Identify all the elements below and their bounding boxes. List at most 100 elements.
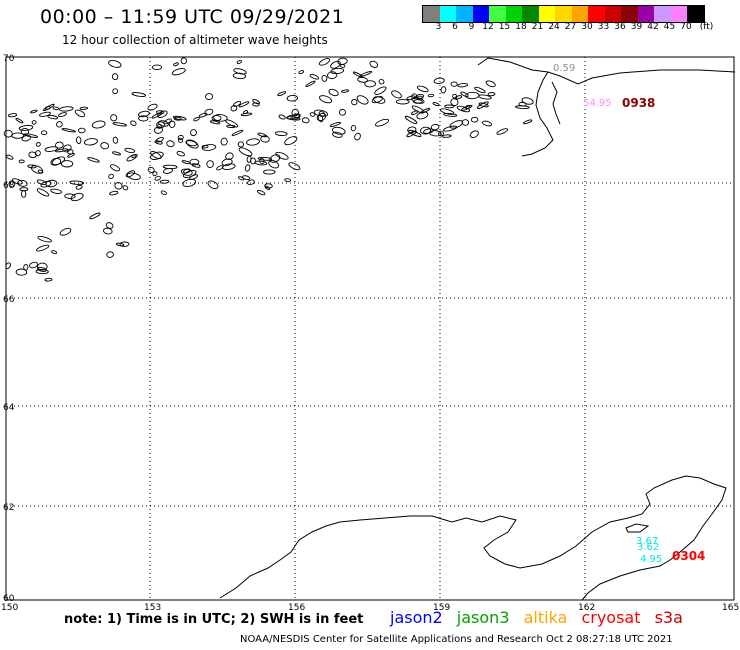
ice-contour [252,102,260,107]
ice-contour [75,184,83,190]
ice-contour [317,114,324,123]
ice-contour [198,112,208,118]
credit-line: NOAA/NESDIS Center for Satellite Applica… [240,634,673,645]
ice-contour [51,156,66,166]
ice-contour [247,179,255,186]
ice-contour [246,155,252,163]
ice-contour [28,261,39,269]
colorbar-swatch [439,6,456,22]
ice-contour [119,241,130,247]
ice-contour [193,116,200,122]
ice-contour [151,64,163,70]
colorbar-swatch [489,6,506,22]
ice-contour [278,114,286,120]
ice-contour [288,162,301,171]
ice-contour [351,98,358,106]
ice-contour [155,137,164,143]
ice-contour [156,121,165,129]
ice-contour [373,96,386,104]
ice-contour [176,150,185,157]
peninsula-inner [551,81,561,125]
ice-contour [155,110,165,115]
ice-contour [172,115,187,121]
ice-contour [40,130,48,136]
ice-contour [457,83,469,88]
ice-contour [180,168,193,176]
ice-contour [460,91,469,98]
ice-contour [357,76,368,83]
ice-contour [181,160,192,165]
ice-contour [100,142,110,150]
ice-contour [236,59,242,65]
ice-contour [450,98,459,107]
ice-contour [378,78,385,85]
ice-contour [108,59,122,68]
ice-contour [238,101,250,108]
colorbar-swatch [423,6,440,22]
ice-contour [332,131,343,138]
lat-tick-62: 62 [3,503,14,513]
ice-contour [64,193,76,199]
ice-contour [114,182,123,190]
ice-contour [154,140,163,145]
ice-contour [230,105,238,112]
wave-height-colorbar [422,5,705,23]
ice-contour [374,86,387,95]
ice-contour [70,192,84,202]
ice-contour [222,163,236,170]
ice-contour [159,179,170,184]
ice-contour [76,136,82,145]
ice-contour [433,77,445,85]
coastline-south-main [219,475,727,601]
ice-contour [474,86,486,94]
time-label-0938: 0938 [622,96,655,110]
ice-contour [523,119,533,125]
ice-contour [154,175,161,181]
ice-contour [37,262,48,271]
colorbar-swatch [637,6,654,22]
ice-contour [35,150,41,157]
ice-contour [190,129,197,137]
ice-contour [35,269,49,275]
ice-contour [189,158,200,166]
ice-contour [246,138,260,146]
ice-contour [147,103,158,111]
island-south [625,523,650,533]
ice-contour [54,141,64,149]
ice-contour [112,88,119,95]
ice-contour [204,108,214,116]
colorbar-swatch [555,6,572,22]
ice-contour [21,190,27,198]
ice-contour [330,67,345,75]
colorbar-tick-label: 6 [452,22,458,32]
ice-contour [106,251,114,258]
ice-contour [126,153,138,162]
ice-contour [321,74,328,82]
ice-contour [391,90,402,99]
ice-contour [469,130,479,138]
ice-contour [158,120,169,127]
ice-contour [150,151,164,160]
colorbar-swatch [456,6,473,22]
ice-contour [257,156,273,161]
colorbar-unit: (ft) [699,22,714,32]
ice-contour [374,118,390,127]
ice-contour [207,180,219,190]
lat-tick-68: 68 [3,181,15,191]
ice-contour [36,179,47,185]
ice-contour [416,85,429,93]
ice-contour [122,185,129,191]
ice-contour [52,106,60,111]
ice-contour [201,144,217,151]
ice-contour [487,92,496,97]
ice-contour [515,105,530,109]
ice-contour [241,175,251,181]
swh-label-gray: 0.59 [553,63,575,74]
ice-contour [237,141,245,148]
map-grid [6,57,734,600]
ice-contour [404,115,418,124]
ice-contour [77,127,86,134]
ice-contour [18,159,25,164]
ice-contour [211,115,222,122]
colorbar-tick-label: 24 [548,22,560,32]
